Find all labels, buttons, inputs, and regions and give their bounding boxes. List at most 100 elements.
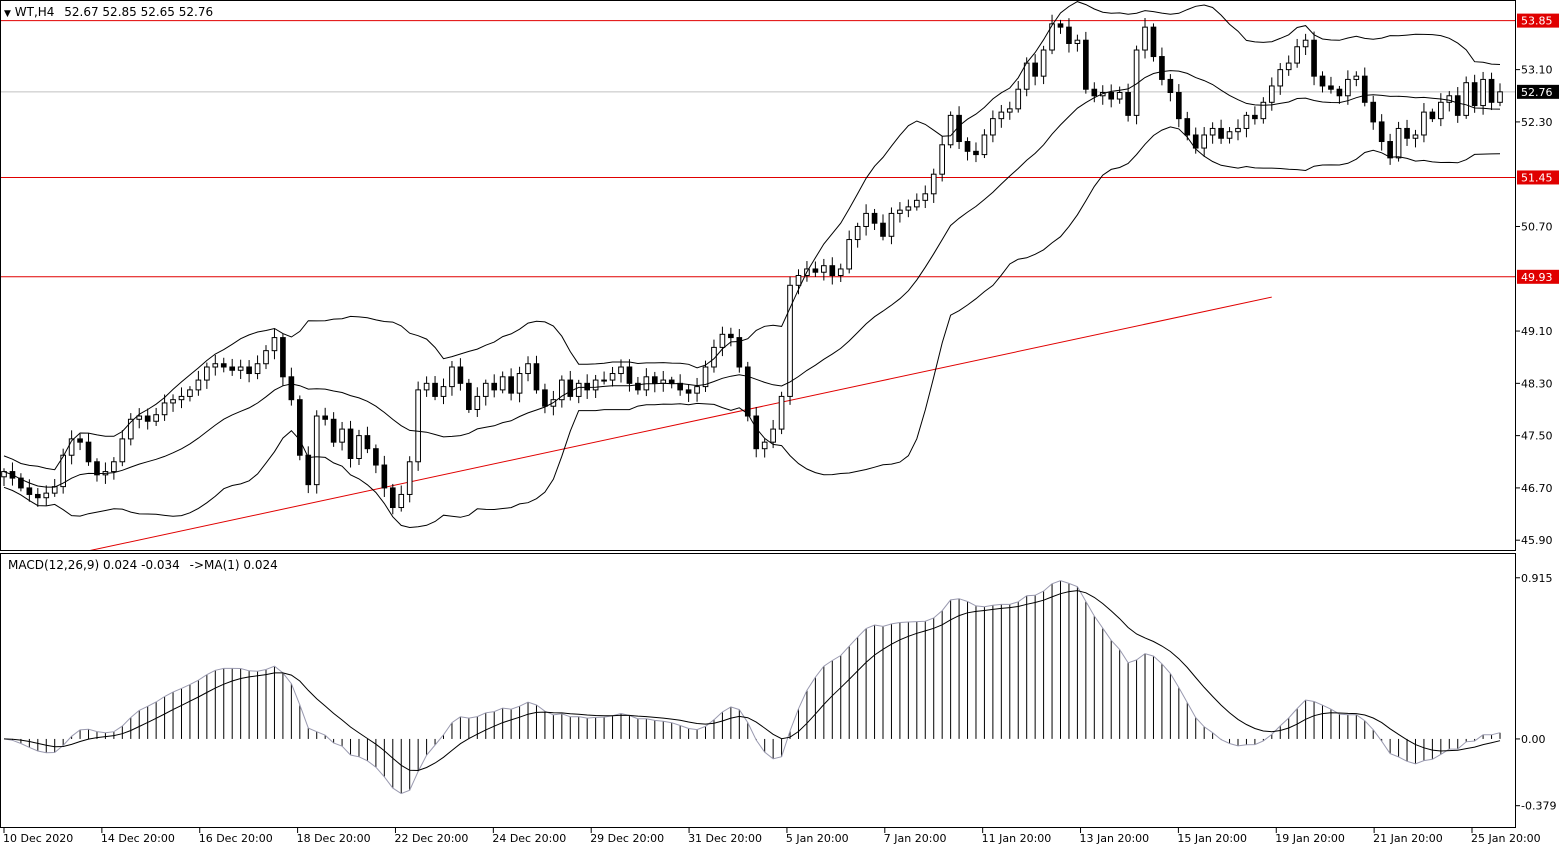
candle[interactable] [178, 387, 185, 409]
candle[interactable] [601, 371, 607, 385]
trendline[interactable] [4, 296, 1272, 569]
candle[interactable] [1404, 119, 1410, 146]
candle[interactable] [339, 421, 345, 451]
candle[interactable] [246, 360, 252, 383]
candle[interactable] [635, 376, 641, 395]
candle[interactable] [1294, 38, 1300, 68]
candle[interactable] [728, 327, 734, 347]
candle[interactable] [482, 379, 489, 406]
candle[interactable] [389, 483, 396, 515]
candle[interactable] [1032, 54, 1038, 86]
candle[interactable] [85, 433, 92, 466]
candle[interactable] [491, 374, 498, 398]
candle[interactable] [508, 368, 514, 401]
candle[interactable] [111, 457, 117, 480]
candle[interactable] [685, 384, 692, 402]
candle[interactable] [812, 261, 819, 277]
candle[interactable] [1395, 121, 1402, 162]
candle[interactable] [1353, 71, 1360, 87]
dropdown-triangle-icon[interactable]: ▼ [4, 9, 11, 19]
candle[interactable] [1463, 76, 1470, 119]
candle[interactable] [305, 446, 312, 494]
macd-plot-area[interactable] [3, 580, 1501, 795]
candle[interactable] [778, 391, 785, 435]
candle[interactable] [440, 378, 447, 405]
candle[interactable] [1252, 106, 1258, 125]
candle[interactable] [1412, 129, 1419, 148]
candle[interactable] [1006, 101, 1013, 120]
candle[interactable] [1488, 72, 1495, 111]
candle[interactable] [1142, 18, 1148, 59]
candle[interactable] [787, 276, 793, 405]
candle[interactable] [592, 374, 599, 398]
candle[interactable] [356, 429, 362, 465]
candle[interactable] [1091, 82, 1098, 103]
candle[interactable] [973, 142, 979, 163]
candle[interactable] [94, 458, 100, 482]
candle[interactable] [1311, 31, 1317, 86]
candle[interactable] [871, 208, 878, 230]
candle[interactable] [229, 358, 236, 376]
candle[interactable] [913, 193, 920, 211]
candle[interactable] [947, 111, 954, 149]
candle[interactable] [930, 168, 937, 203]
candle[interactable] [1040, 45, 1047, 85]
candle[interactable] [990, 110, 996, 143]
candle[interactable] [254, 355, 261, 380]
candle[interactable] [863, 204, 869, 236]
candle[interactable] [880, 214, 886, 241]
candle[interactable] [127, 413, 134, 446]
candle[interactable] [1, 468, 7, 486]
candle[interactable] [43, 485, 50, 506]
candle[interactable] [119, 430, 126, 467]
candle[interactable] [668, 376, 675, 389]
candle[interactable] [770, 419, 776, 449]
candle[interactable] [212, 354, 219, 376]
candle[interactable] [1125, 83, 1131, 122]
candle[interactable] [1159, 47, 1165, 86]
candle[interactable] [651, 371, 658, 393]
candle[interactable] [237, 359, 244, 379]
candle[interactable] [1083, 31, 1089, 94]
candle[interactable] [533, 355, 540, 394]
candle[interactable] [153, 407, 159, 426]
candle[interactable] [1108, 84, 1115, 108]
candle[interactable] [432, 376, 438, 401]
candle[interactable] [525, 356, 531, 382]
candle[interactable] [821, 258, 827, 281]
candle[interactable] [1454, 87, 1461, 123]
candle[interactable] [1235, 119, 1241, 141]
candle[interactable] [1328, 76, 1334, 94]
candle[interactable] [499, 371, 506, 394]
candle[interactable] [1302, 33, 1309, 56]
candle[interactable] [204, 362, 210, 389]
candle[interactable] [719, 326, 726, 357]
candle[interactable] [1446, 91, 1453, 112]
candle[interactable] [1421, 103, 1427, 143]
candle[interactable] [559, 375, 565, 408]
candle[interactable] [542, 383, 548, 414]
candle[interactable] [60, 448, 66, 494]
candle[interactable] [1192, 127, 1199, 154]
candle[interactable] [170, 394, 176, 412]
candle[interactable] [711, 339, 717, 373]
candle[interactable] [373, 444, 379, 474]
candle[interactable] [677, 374, 683, 396]
candle[interactable] [1268, 77, 1275, 111]
candle[interactable] [161, 394, 168, 421]
candle[interactable] [187, 386, 193, 402]
candle[interactable] [888, 207, 895, 245]
candle[interactable] [330, 412, 337, 447]
candle[interactable] [1015, 81, 1022, 113]
candle[interactable] [466, 378, 472, 413]
candle[interactable] [618, 359, 624, 383]
candle[interactable] [1184, 111, 1191, 141]
candle[interactable] [423, 376, 430, 397]
candle[interactable] [322, 407, 328, 426]
candle[interactable] [1387, 133, 1393, 165]
candle[interactable] [643, 368, 650, 397]
candle[interactable] [939, 135, 945, 182]
candle[interactable] [271, 328, 278, 360]
candle[interactable] [736, 329, 743, 373]
